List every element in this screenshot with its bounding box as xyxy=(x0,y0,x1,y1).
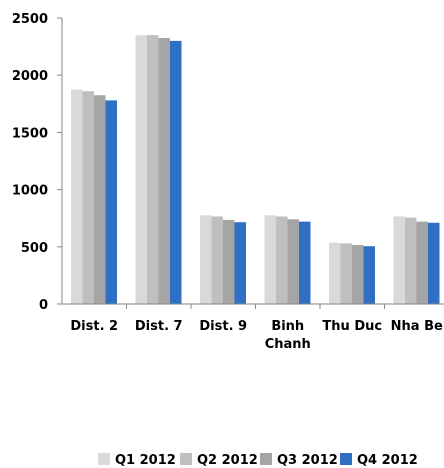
legend-label: Q3 2012 xyxy=(277,453,338,468)
y-tick-label: 2000 xyxy=(12,69,48,84)
legend-swatch xyxy=(340,453,352,465)
bar-q3-2012-3 xyxy=(287,219,299,304)
legend-swatch xyxy=(180,453,192,465)
bar-q2-2012-2 xyxy=(211,216,223,304)
bar-q4-2012-2 xyxy=(234,222,246,304)
y-axis: 0 500 1000 1500 2000 2500 xyxy=(12,12,63,313)
legend-swatch xyxy=(260,453,272,465)
bar-q2-2012-5 xyxy=(405,217,417,304)
legend-label: Q2 2012 xyxy=(197,453,258,468)
bar-q2-2012-0 xyxy=(82,91,94,304)
x-tick-label: Dist. 2 xyxy=(70,319,118,334)
y-tick-label: 1000 xyxy=(12,184,48,199)
bar-q3-2012-5 xyxy=(416,221,428,304)
y-tick-label: 2500 xyxy=(12,12,48,27)
legend: Q1 2012 Q2 2012 Q3 2012 Q4 2012 xyxy=(98,453,418,468)
bar-q3-2012-4 xyxy=(352,245,364,304)
plot-area xyxy=(71,35,440,305)
legend-swatch xyxy=(98,453,110,465)
x-tick-label: Thu Duc xyxy=(322,319,382,334)
y-tick-label: 0 xyxy=(39,298,48,313)
x-tick-label: Nha Be xyxy=(391,319,443,334)
bar-q1-2012-3 xyxy=(264,215,276,304)
legend-label: Q1 2012 xyxy=(115,453,176,468)
bar-q1-2012-4 xyxy=(329,242,341,304)
x-tick-label: Binh xyxy=(271,319,304,334)
x-axis: Dist. 2 Dist. 7 Dist. 9 Binh Chanh Thu Duc Nha… xyxy=(62,303,444,352)
x-tick-label: Chanh xyxy=(265,337,311,352)
bar-q3-2012-2 xyxy=(223,219,235,304)
bar-q2-2012-1 xyxy=(147,35,159,304)
legend-label: Q4 2012 xyxy=(357,453,418,468)
y-tick-label: 500 xyxy=(21,241,48,256)
bar-q1-2012-2 xyxy=(200,215,212,304)
bar-q4-2012-0 xyxy=(105,100,117,304)
bar-q2-2012-4 xyxy=(340,243,352,304)
bar-q3-2012-1 xyxy=(158,38,170,305)
y-tick-label: 1500 xyxy=(12,126,48,141)
x-tick-label: Dist. 9 xyxy=(199,319,247,334)
bar-q4-2012-3 xyxy=(299,221,311,304)
bar-q3-2012-0 xyxy=(94,95,106,304)
bar-q1-2012-1 xyxy=(135,35,147,304)
bar-q4-2012-1 xyxy=(170,40,182,304)
bar-q2-2012-3 xyxy=(276,216,288,304)
bar-q4-2012-5 xyxy=(428,222,440,304)
x-tick-label: Dist. 7 xyxy=(135,319,183,334)
bar-q1-2012-0 xyxy=(71,89,83,304)
bar-q4-2012-4 xyxy=(363,246,375,304)
bar-q1-2012-5 xyxy=(393,216,405,304)
